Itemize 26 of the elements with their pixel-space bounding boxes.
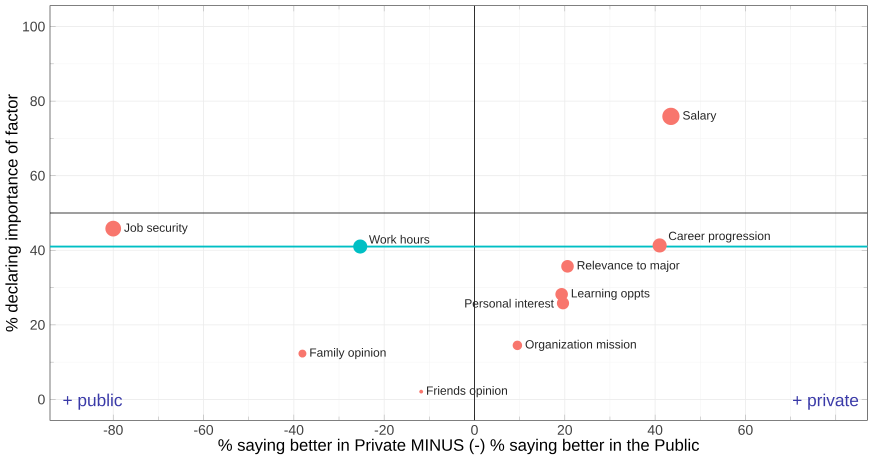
annotation: Salary xyxy=(683,110,716,122)
x-tick-label: 20 xyxy=(558,425,572,435)
y-tick-label: 20 xyxy=(30,320,45,330)
y-tick-label: 100 xyxy=(23,22,45,32)
annotation: Family opinion xyxy=(310,348,386,360)
y-axis-title: % declaring importance of factor xyxy=(5,94,21,332)
annotation: Career progression xyxy=(668,231,770,243)
x-tick-label: 60 xyxy=(738,425,753,435)
x-tick-label: -20 xyxy=(374,425,394,435)
x-tick-label: 40 xyxy=(648,425,662,435)
annotation: + public xyxy=(63,394,122,410)
y-tick-label: 40 xyxy=(30,245,45,256)
x-axis-title: % saying better in Private MINUS (-) % saying better in the Public xyxy=(218,438,700,454)
y-tick-label: 80 xyxy=(30,96,45,106)
y-tick-label: 0 xyxy=(38,394,45,404)
annotation: Job security xyxy=(124,223,188,234)
annotation: Organization mission xyxy=(526,340,636,351)
x-tick-label: -60 xyxy=(194,425,214,435)
x-tick-label: 0 xyxy=(471,425,478,435)
annotation: + private xyxy=(793,394,858,410)
x-tick-label: -80 xyxy=(104,425,123,435)
annotation: Learning oppts xyxy=(572,288,650,300)
annotation: Work hours xyxy=(368,234,430,244)
y-tick-label: 60 xyxy=(30,170,45,181)
x-tick-label: -40 xyxy=(284,425,304,435)
annotation: Relevance to major xyxy=(578,260,680,272)
